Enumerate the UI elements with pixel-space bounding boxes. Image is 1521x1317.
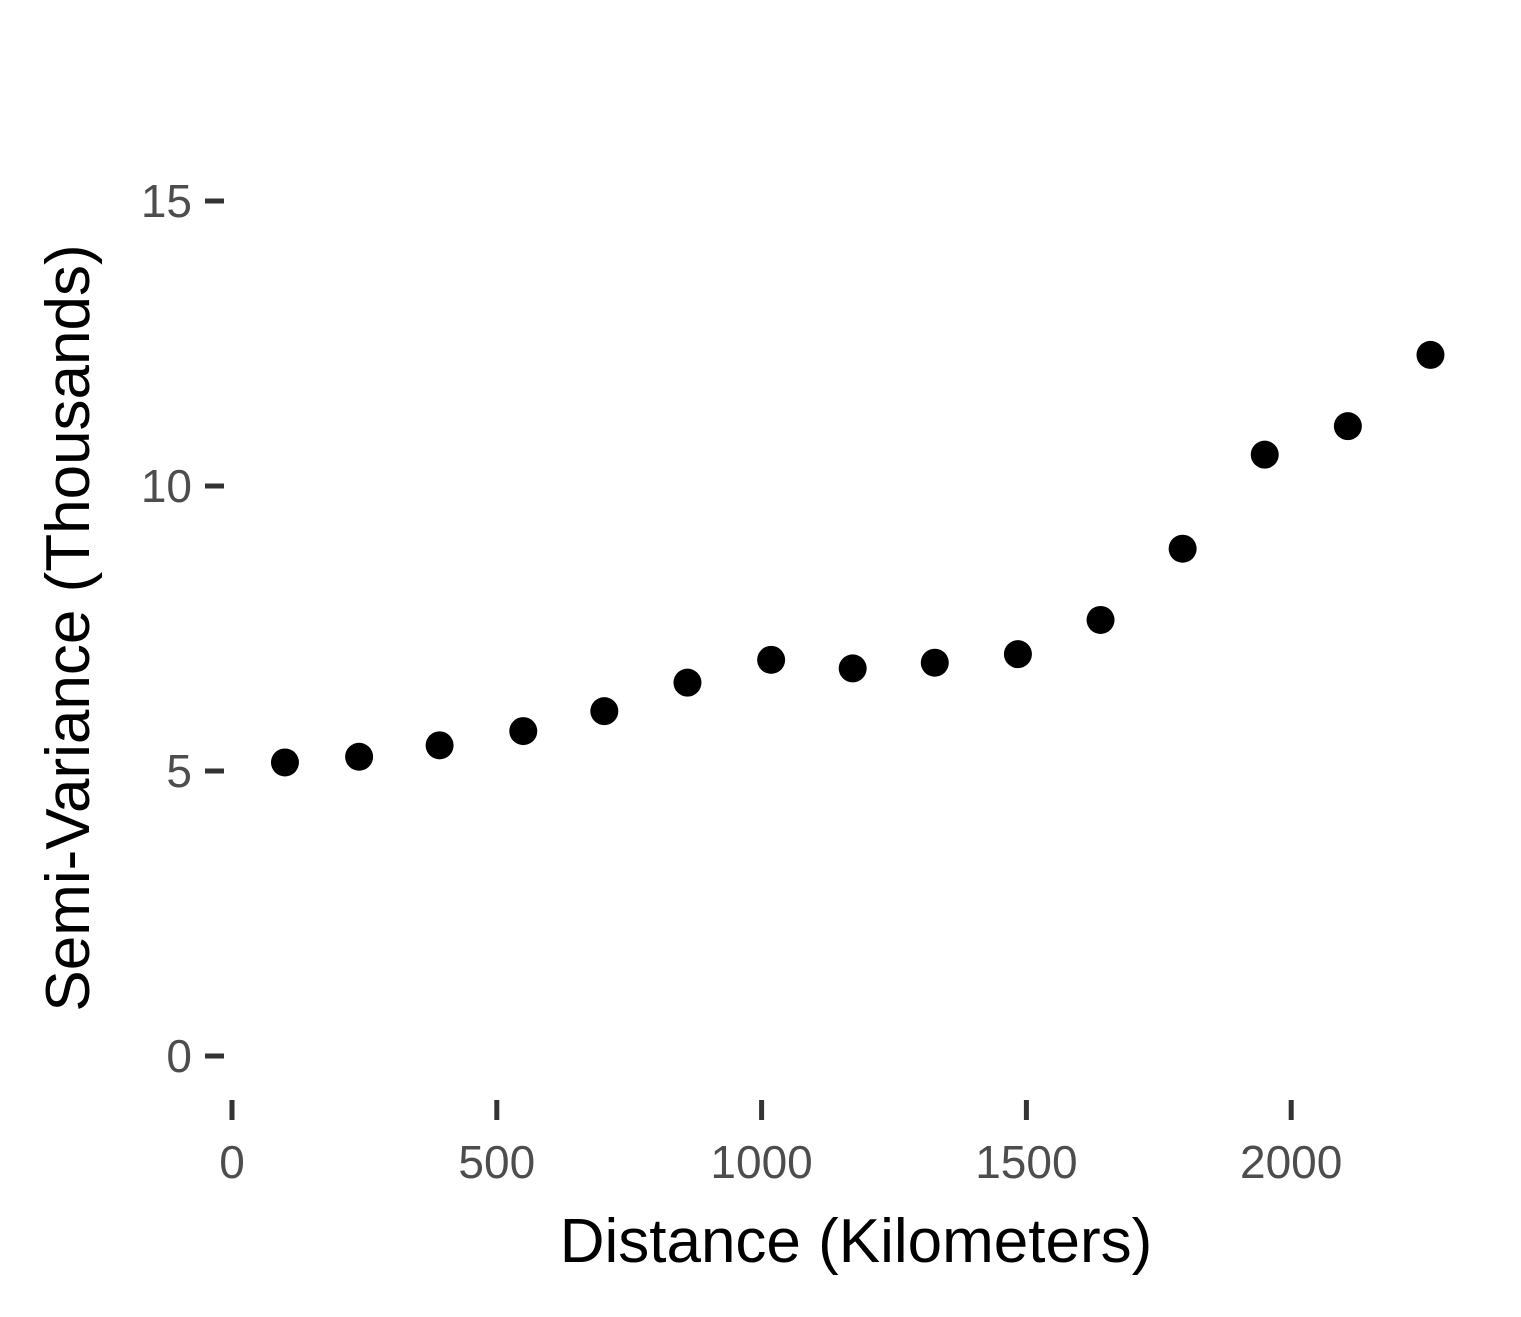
- y-tick-label: 15: [141, 175, 192, 227]
- data-point: [1416, 340, 1445, 369]
- data-point: [838, 654, 867, 683]
- data-point: [590, 697, 619, 726]
- data-point: [673, 668, 702, 697]
- data-point: [270, 748, 299, 777]
- data-point: [509, 717, 538, 746]
- data-point: [345, 742, 374, 771]
- data-point: [920, 648, 949, 677]
- data-point: [1086, 605, 1115, 634]
- data-point: [1250, 440, 1279, 469]
- y-tick-label: 10: [141, 460, 192, 512]
- y-tick-label: 0: [166, 1030, 192, 1082]
- data-points: [270, 340, 1445, 777]
- data-point: [1003, 640, 1032, 669]
- x-axis: 0 500 1000 1500 2000: [219, 1100, 1342, 1188]
- data-point: [757, 645, 786, 674]
- x-tick-label: 2000: [1240, 1136, 1342, 1188]
- x-tick-label: 500: [458, 1136, 535, 1188]
- data-point: [425, 731, 454, 760]
- x-axis-title: Distance (Kilometers): [560, 1207, 1153, 1276]
- x-tick-label: 0: [219, 1136, 245, 1188]
- y-tick-label: 5: [166, 745, 192, 797]
- data-point: [1333, 412, 1362, 441]
- y-axis-title: Semi-Variance (Thousands): [34, 244, 103, 1011]
- x-tick-label: 1000: [710, 1136, 812, 1188]
- x-tick-label: 1500: [975, 1136, 1077, 1188]
- data-point: [1168, 534, 1197, 563]
- y-axis: 0 5 10 15: [141, 175, 224, 1082]
